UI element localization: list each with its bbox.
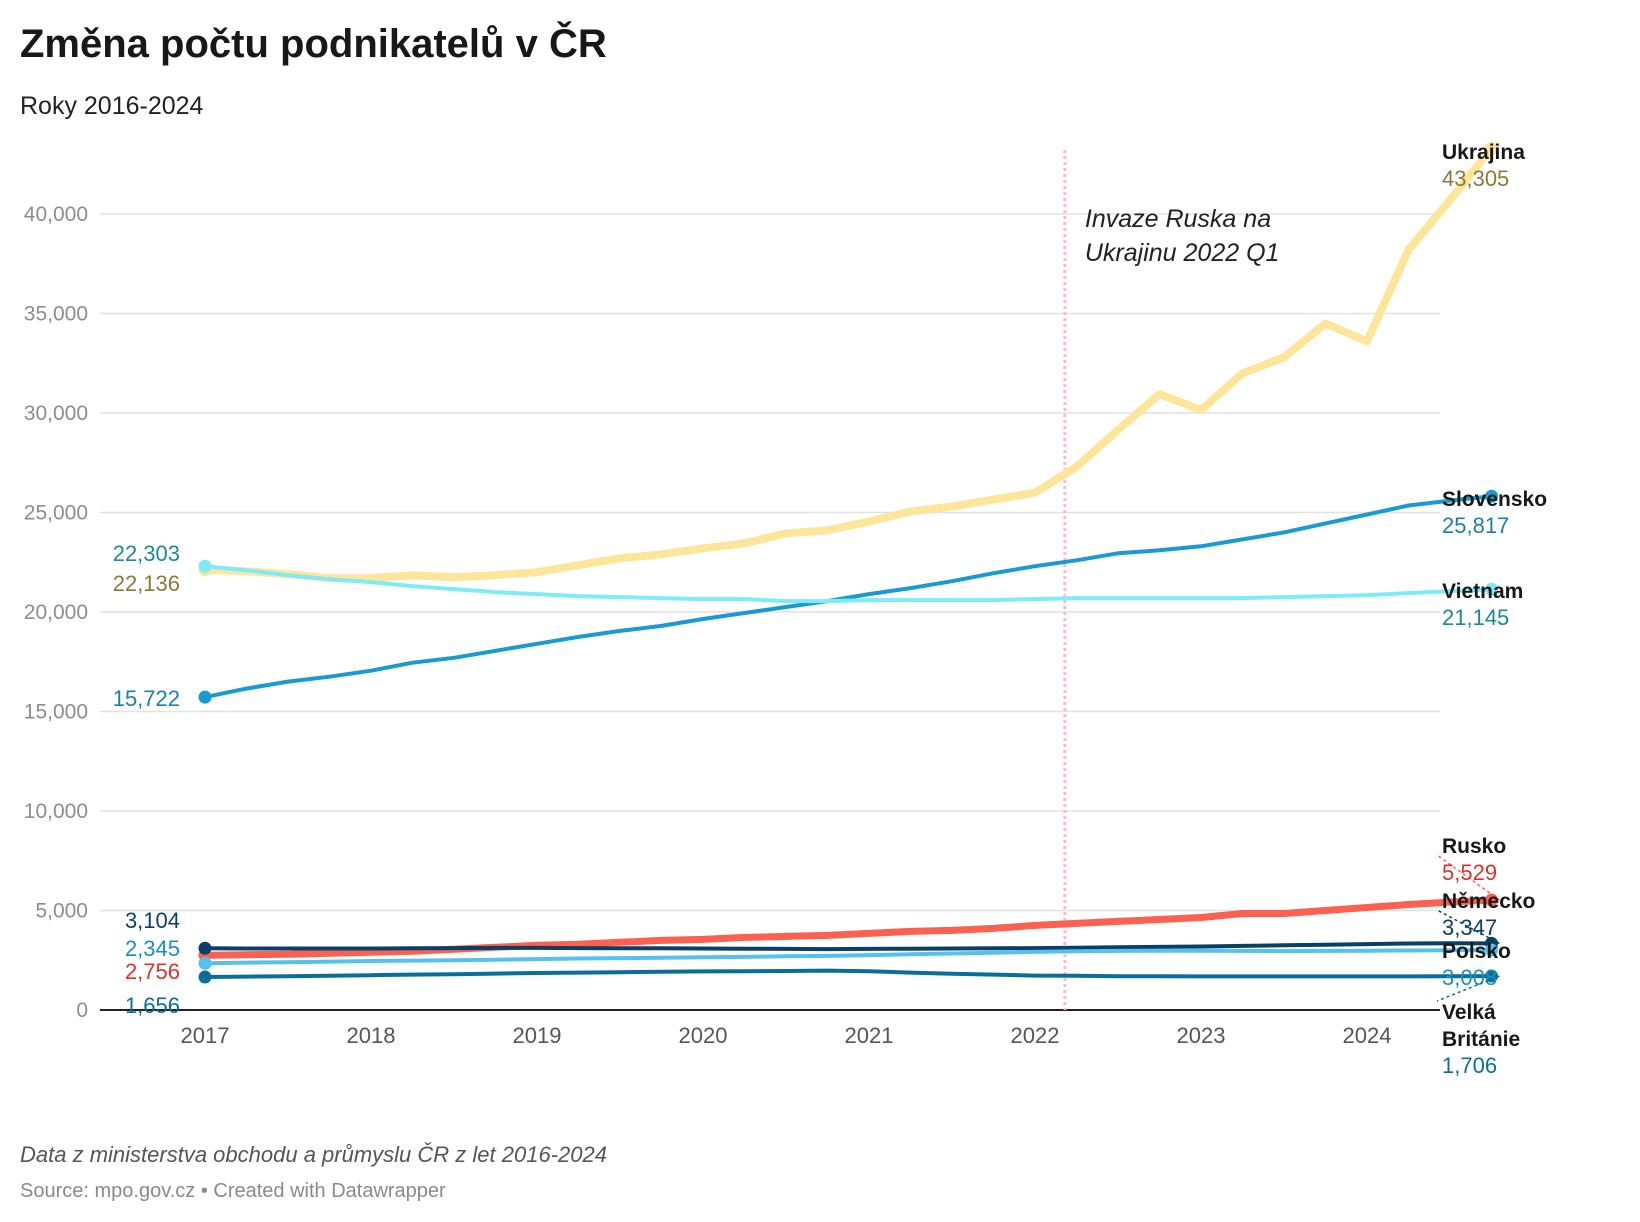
x-axis-ticks: 2017 2018 2019 2020 2021 2022 2023 2024 [181, 1023, 1392, 1048]
series-start-point [198, 559, 212, 573]
series-start-point [198, 941, 212, 955]
series-start-label: 15,722 [113, 686, 180, 711]
series-leader-line [1436, 975, 1500, 1002]
series-name-label: Británie [1442, 1028, 1520, 1051]
series-end-label: 3,008 [1442, 965, 1497, 990]
series-end-point [1485, 893, 1498, 907]
series-line [203, 564, 1494, 604]
y-tick-label: 5,000 [35, 900, 88, 923]
series-name-label: Rusko [1442, 835, 1506, 858]
series-name-label: Německo [1442, 890, 1535, 913]
y-axis-ticks: 0 5,000 10,000 15,000 20,000 25,000 30,000 35,0… [24, 203, 88, 1022]
series-end-point [1485, 582, 1498, 596]
x-tick-label: 2018 [347, 1023, 396, 1048]
series-line [203, 948, 1494, 966]
series-name-label: Polsko [1442, 940, 1511, 963]
series-name-label: Vietnam [1442, 580, 1523, 603]
series-end-label: 1,706 [1442, 1053, 1497, 1078]
line-chart: 0 5,000 10,000 15,000 20,000 25,000 30,000 35,0… [24, 141, 1547, 1078]
y-tick-label: 20,000 [24, 601, 88, 624]
series-line [201, 144, 1496, 583]
series-labels: 22,136 15,722 22,303 2,756 3,104 2,345 1,656 Uk… [113, 141, 1547, 1078]
series-name-label: Slovensko [1442, 488, 1547, 511]
y-tick-label: 15,000 [24, 701, 88, 724]
series-line [203, 941, 1494, 952]
grid-lines [100, 213, 1440, 1011]
series-start-point [198, 970, 212, 984]
series-name-label: Velká [1442, 1001, 1496, 1024]
x-tick-label: 2019 [513, 1023, 562, 1048]
series-leader-line [1436, 854, 1500, 901]
series-end-point [1485, 141, 1498, 155]
x-tick-label: 2021 [845, 1023, 894, 1048]
x-tick-label: 2022 [1011, 1023, 1060, 1048]
series-end-point [1485, 969, 1498, 983]
series-line [203, 968, 1494, 979]
chart-title: Změna počtu podnikatelů v ČR [20, 22, 607, 66]
series-line [201, 896, 1495, 959]
y-tick-label: 10,000 [24, 800, 88, 823]
series-start-label: 1,656 [125, 993, 180, 1018]
chart-subtitle: Roky 2016-2024 [20, 92, 204, 120]
series-end-label: 3,347 [1442, 915, 1497, 940]
x-tick-label: 2023 [1177, 1023, 1226, 1048]
series-start-label: 2,756 [125, 959, 180, 984]
y-tick-label: 0 [76, 999, 88, 1022]
annotations: Invaze Ruska na Ukrajinu 2022 Q1 [1063, 150, 1280, 1010]
series-start-point [198, 690, 212, 704]
series-end-label: 5,529 [1442, 860, 1497, 885]
series-end-point [1485, 943, 1498, 957]
series-start-label: 2,345 [125, 936, 180, 961]
chart-source: Source: mpo.gov.cz • Created with Datawr… [20, 1180, 446, 1202]
series-end-label: 21,145 [1442, 605, 1509, 630]
y-tick-label: 30,000 [24, 402, 88, 425]
series-start-point [198, 956, 212, 970]
x-tick-label: 2020 [679, 1023, 728, 1048]
series-name-label: Ukrajina [1442, 141, 1525, 164]
annotation-text: Ukrajinu 2022 Q1 [1085, 239, 1280, 267]
series-end-point [1485, 489, 1498, 503]
series-lines [198, 141, 1498, 984]
series-line [203, 494, 1494, 700]
x-tick-label: 2024 [1343, 1023, 1392, 1048]
series-end-label: 25,817 [1442, 513, 1509, 538]
series-end-label: 43,305 [1442, 166, 1509, 191]
series-start-label: 3,104 [125, 908, 180, 933]
series-start-label: 22,303 [113, 541, 180, 566]
y-tick-label: 35,000 [24, 303, 88, 326]
annotation-text: Invaze Ruska na [1085, 205, 1271, 233]
y-tick-label: 25,000 [24, 502, 88, 525]
y-tick-label: 40,000 [24, 203, 88, 226]
x-tick-label: 2017 [181, 1023, 230, 1048]
series-start-label: 22,136 [113, 571, 180, 596]
chart-notes: Data z ministerstva obchodu a průmyslu Č… [20, 1142, 607, 1167]
